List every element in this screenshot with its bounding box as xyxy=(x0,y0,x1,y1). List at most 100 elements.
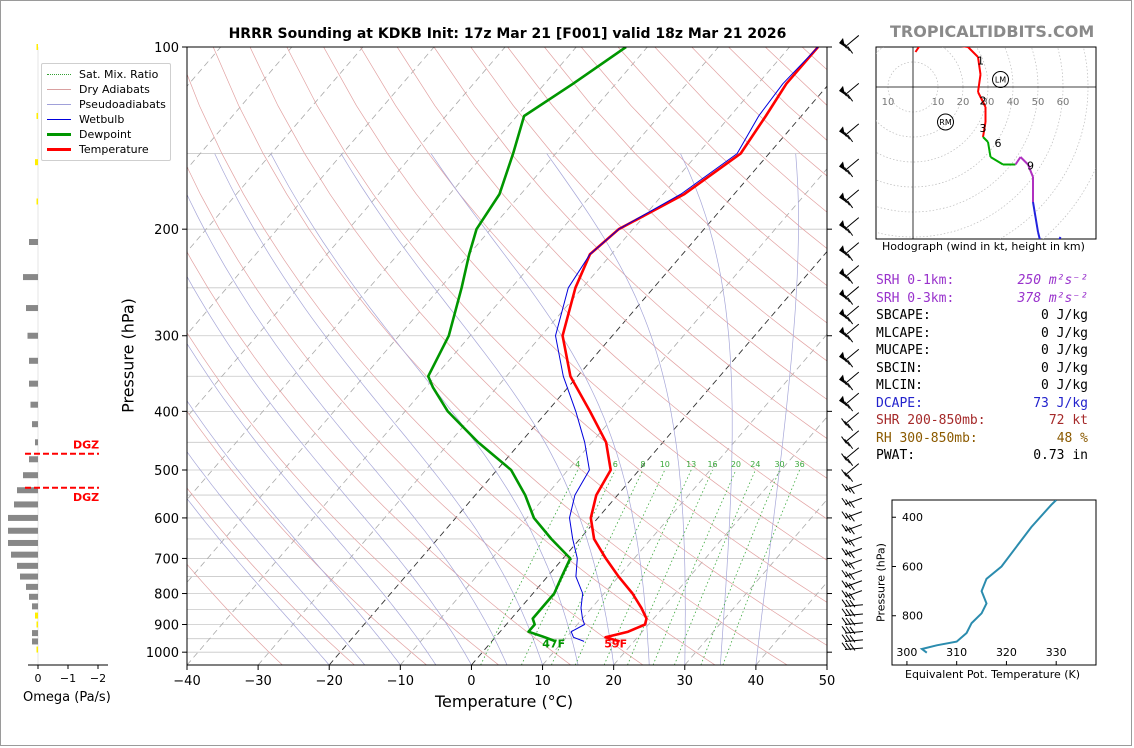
wind-barb-feather xyxy=(847,359,854,368)
mixing-ratio-line xyxy=(603,469,692,665)
wind-barb-feather xyxy=(841,483,848,492)
wind-barb-feather xyxy=(841,271,847,279)
mixing-ratio-label: 24 xyxy=(750,460,760,469)
hodograph-height-label: 6 xyxy=(995,137,1002,150)
hodograph-ring-label: 10 xyxy=(882,97,895,108)
wind-barb-feather xyxy=(845,549,852,557)
wind-barb-shaft xyxy=(844,392,860,406)
hodograph-ring-label: 60 xyxy=(1057,97,1070,108)
param-label: RH 300-850mb: xyxy=(876,430,978,446)
wind-barb-feather xyxy=(847,458,854,466)
wind-barb-feather xyxy=(844,250,851,259)
wind-barb-feather xyxy=(845,484,852,493)
dry-adiabat xyxy=(470,47,827,400)
lm-marker xyxy=(992,71,1009,88)
hodograph-segment xyxy=(1032,201,1039,233)
wind-barb-feather xyxy=(841,536,848,544)
hodograph-segment xyxy=(977,56,982,75)
wind-barb-shaft xyxy=(844,371,860,385)
chart-title: HRRR Sounding at KDKB Init: 17z Mar 21 [… xyxy=(228,26,787,42)
dry-adiabat xyxy=(187,487,355,665)
param-label: SBCIN: xyxy=(876,360,923,376)
wind-barb-shaft xyxy=(844,590,863,598)
temperature-line xyxy=(561,47,819,643)
legend-swatch xyxy=(47,88,71,90)
wind-barb-feather xyxy=(848,486,855,494)
wind-barb-feather xyxy=(848,500,855,509)
legend-swatch xyxy=(47,118,71,120)
surface-dewpoint-label: 47F xyxy=(542,637,565,650)
dgz-label-top: DGZ xyxy=(73,439,99,452)
param-value: 48 % xyxy=(1056,430,1088,446)
wind-barb-feather xyxy=(849,609,856,617)
hodograph-ring-label: 30 xyxy=(982,97,995,108)
rm-marker xyxy=(937,113,954,131)
wind-barb-feather xyxy=(841,559,848,567)
hodograph-height-label: 2 xyxy=(980,95,987,108)
hodograph-ring-label: 10 xyxy=(932,97,945,108)
wind-barb-feather xyxy=(847,276,854,284)
wind-barb-feather xyxy=(847,316,854,325)
omega-bar xyxy=(26,583,38,590)
param-label: SRH 0-1km: xyxy=(876,273,955,288)
theta-x-tick-label: 330 xyxy=(1046,646,1067,659)
wind-barb-shaft xyxy=(844,559,863,567)
theta-e-panel: 300 310 320 330 400 600 800 xyxy=(891,499,1097,666)
omega-bar xyxy=(35,159,38,166)
omega-bar xyxy=(29,238,38,245)
omega-tick-label: −2 xyxy=(90,672,106,685)
omega-bar xyxy=(36,44,38,50)
wind-barb-feather xyxy=(848,550,855,559)
hodograph-ring-label: 40 xyxy=(1007,97,1020,108)
legend-item: Pseudoadiabats xyxy=(47,97,166,111)
wind-barb-shaft xyxy=(844,569,863,578)
pseudoadiabat xyxy=(755,153,799,665)
wind-barb-feather xyxy=(845,571,852,579)
y-tick-label: 900 xyxy=(154,618,179,633)
x-tick-label: 10 xyxy=(534,674,551,689)
dry-adiabat xyxy=(433,47,827,439)
wind-barb-feather xyxy=(841,223,847,231)
wind-barb-feather xyxy=(848,572,855,581)
param-value: 250 m²s⁻² xyxy=(1017,273,1088,288)
wind-barb-shaft xyxy=(844,217,860,230)
wind-barb-feather xyxy=(848,583,855,591)
mixing-ratio-label: 6 xyxy=(613,460,618,469)
param-label: MLCAPE: xyxy=(876,325,931,341)
wind-barb-shaft xyxy=(844,189,860,202)
param-row: SBCAPE: 0 J/kg xyxy=(876,307,1088,325)
wind-barb-feather xyxy=(849,599,856,608)
theta-y-tick-label: 800 xyxy=(902,610,923,623)
wind-barb-feather xyxy=(845,512,852,521)
wind-barb-feather xyxy=(845,499,852,507)
wind-barb-feather xyxy=(841,377,847,386)
wind-barb-shaft xyxy=(844,497,863,505)
wind-barb-feather xyxy=(841,548,848,556)
hodograph-segment xyxy=(1014,156,1022,166)
mixing-ratio-label: 20 xyxy=(731,460,741,469)
wind-barb-shaft xyxy=(844,158,860,171)
dry-adiabat xyxy=(212,47,788,665)
wind-barb-feather xyxy=(844,380,851,388)
param-value: 0 J/kg xyxy=(1041,325,1088,341)
theta-inner xyxy=(919,500,1057,654)
wind-barb-feather xyxy=(849,635,856,643)
param-label: SRH 0-3km: xyxy=(876,290,955,306)
wind-barb-shaft xyxy=(844,524,863,532)
param-row: DCAPE: 73 J/kg xyxy=(876,395,1088,413)
param-value: 0 J/kg xyxy=(1041,343,1088,358)
omega-tick-label: −1 xyxy=(60,672,76,685)
omega-bar xyxy=(29,357,38,364)
omega-bar xyxy=(27,332,38,339)
wind-barb-feather xyxy=(841,469,847,477)
wind-barb-feather xyxy=(848,526,855,535)
legend-swatch xyxy=(47,132,71,136)
param-row: PWAT: 0.73 in xyxy=(876,447,1088,465)
wind-barb-feather xyxy=(845,599,852,608)
x-tick-label: 30 xyxy=(677,674,694,689)
wind-barb-feather xyxy=(841,292,847,300)
pseudoadiabat xyxy=(187,400,401,665)
wind-barb-shaft xyxy=(844,447,860,460)
y-tick-label: 1000 xyxy=(146,646,179,661)
mixing-ratio-line xyxy=(722,469,800,665)
